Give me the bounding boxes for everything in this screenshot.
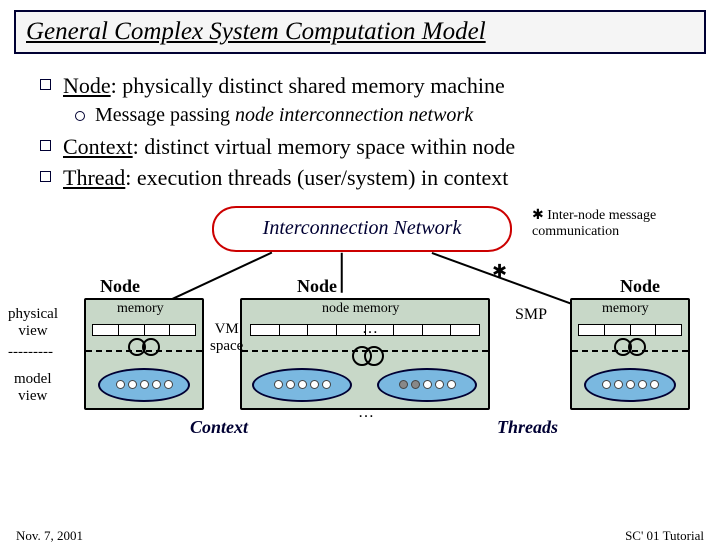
bullet-thread: Thread: execution threads (user/system) … [40, 164, 700, 192]
mem-label-right: memory [602, 301, 649, 317]
ring-right-b [628, 338, 646, 356]
mem-bar-right [578, 324, 682, 336]
context-mid-2 [377, 368, 477, 402]
vm-space-label: VM space [210, 321, 243, 355]
threads-label: Threads [497, 417, 558, 438]
physical-view-label: physical view [8, 306, 58, 340]
mem-bar-left [92, 324, 196, 336]
model-view-label: model view [14, 371, 52, 405]
mem-label-left: memory [117, 301, 164, 317]
ellipsis-mem: … [362, 320, 378, 338]
footer-event: SC' 01 Tutorial [625, 528, 704, 544]
node-label-right: Node [620, 276, 660, 297]
interconnection-cloud: Interconnection Network [212, 206, 512, 252]
bullet-text: Node: physically distinct shared memory … [63, 72, 505, 100]
bullet-text: Context: distinct virtual memory space w… [63, 133, 515, 161]
asterisk-note: ✱ Inter-node message communication [532, 208, 656, 242]
node-label-mid: Node [297, 276, 337, 297]
context-left [98, 368, 190, 402]
circle-bullet-icon [75, 111, 85, 121]
bullet-list: Node: physically distinct shared memory … [40, 72, 700, 192]
title-bar: General Complex System Computation Model [14, 10, 706, 54]
square-bullet-icon [40, 171, 51, 182]
context-mid-1 [252, 368, 352, 402]
ring-left-b [142, 338, 160, 356]
bullet-text: Thread: execution threads (user/system) … [63, 164, 508, 192]
node-label-left: Node [100, 276, 140, 297]
ring-mid-b [364, 346, 384, 366]
square-bullet-icon [40, 140, 51, 151]
bullet-node: Node: physically distinct shared memory … [40, 72, 700, 100]
context-right [584, 368, 676, 402]
footer-date: Nov. 7, 2001 [16, 528, 83, 544]
architecture-diagram: Interconnection Network ✱ Inter-node mes… [12, 206, 708, 466]
footer: Nov. 7, 2001 SC' 01 Tutorial [0, 528, 720, 544]
slide-title: General Complex System Computation Model [26, 18, 694, 46]
square-bullet-icon [40, 79, 51, 90]
sub-bullet-text: Message passing node interconnection net… [95, 104, 473, 127]
sub-bullet-message: Message passing node interconnection net… [75, 104, 700, 127]
dashes: --------- [8, 344, 53, 361]
bullet-context: Context: distinct virtual memory space w… [40, 133, 700, 161]
smp-label: SMP [515, 306, 547, 324]
ellipsis-ctx: … [358, 404, 374, 422]
mem-label-mid: node memory [322, 301, 399, 317]
connector [341, 252, 343, 292]
context-label: Context [190, 417, 248, 438]
